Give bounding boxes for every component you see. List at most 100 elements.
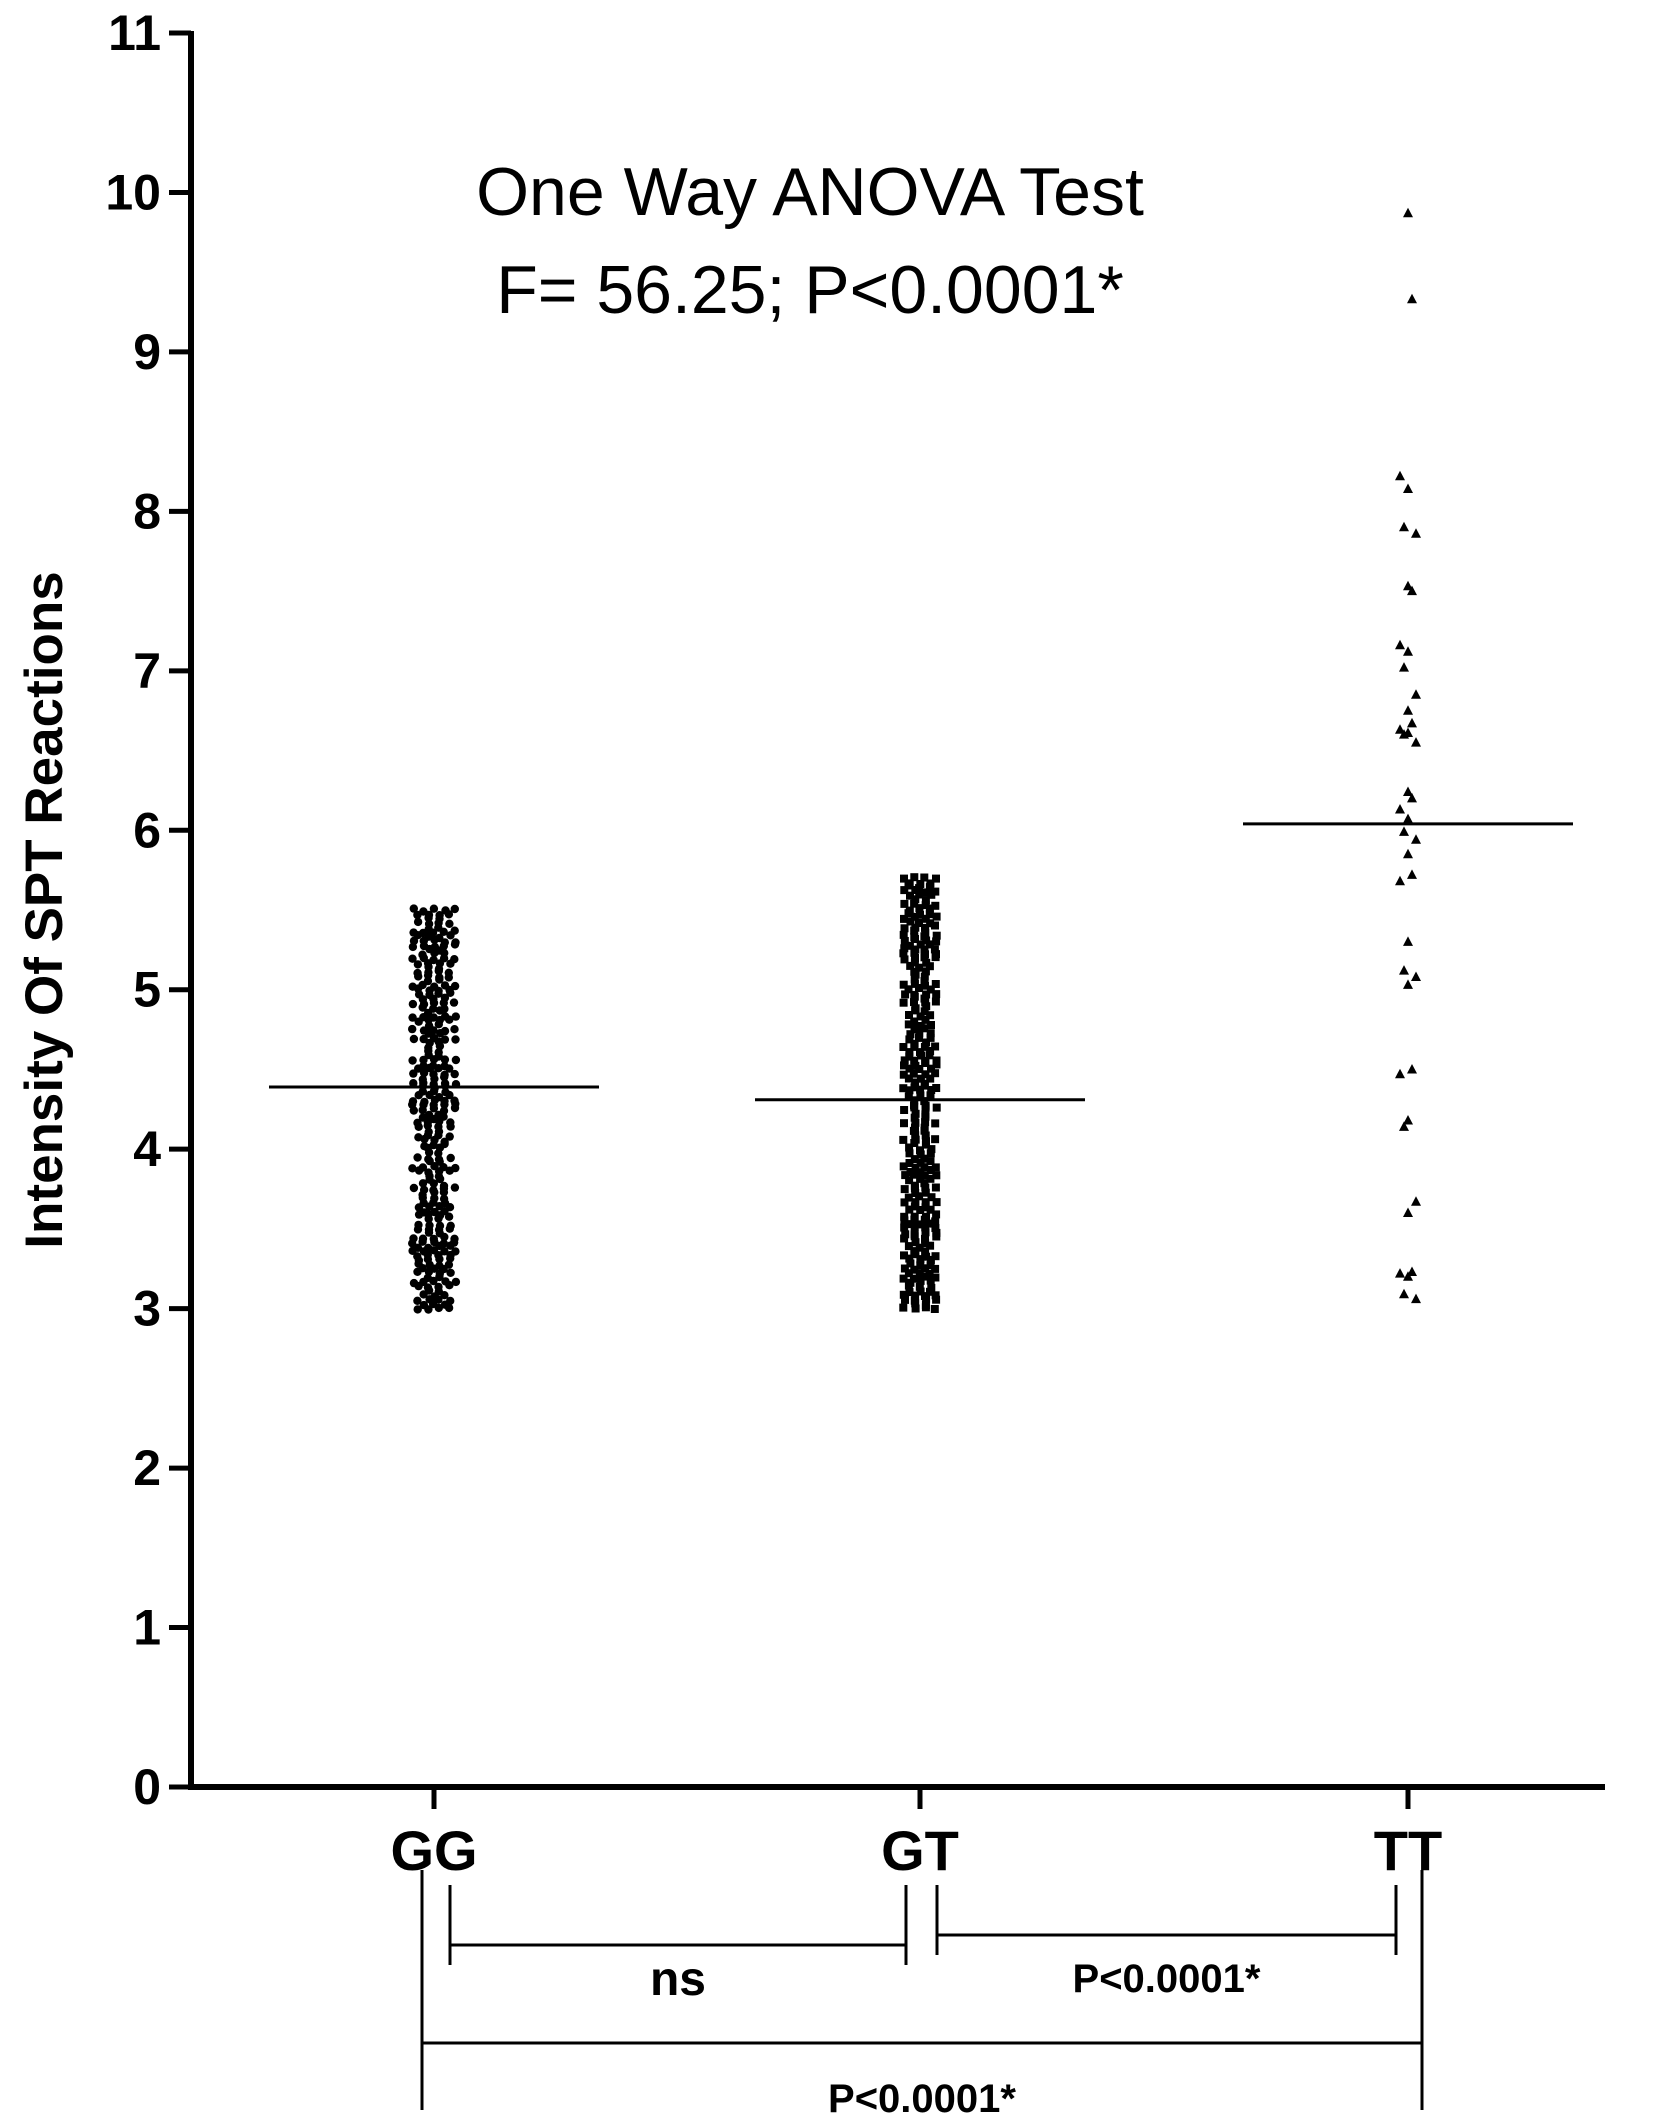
data-point-gg: [408, 1097, 418, 1106]
data-point-tt: [1395, 470, 1405, 481]
data-point-gt: [926, 1241, 935, 1250]
data-point-gt: [926, 1174, 935, 1183]
data-point-tt: [1403, 1115, 1413, 1125]
data-point-gt: [910, 912, 919, 921]
data-point-gg: [413, 917, 423, 927]
data-point-gt: [915, 1029, 924, 1038]
data-point-gt: [899, 1070, 908, 1079]
data-point-gg: [439, 1239, 448, 1248]
data-point-gt: [910, 873, 919, 882]
data-point-gg: [408, 1013, 417, 1022]
data-point-gt: [932, 1056, 941, 1065]
data-point-gg: [413, 1243, 423, 1253]
data-point-tt: [1395, 724, 1405, 734]
data-point-gg: [414, 1133, 423, 1142]
data-point-gt: [916, 1085, 925, 1094]
data-point-gg: [451, 1012, 460, 1021]
data-point-gt: [899, 1303, 908, 1312]
data-point-gg: [440, 981, 450, 990]
data-point-gt: [931, 1252, 940, 1261]
data-point-gt: [932, 931, 941, 940]
data-point-gt: [901, 1171, 910, 1180]
data-point-gg: [441, 1012, 450, 1021]
data-point-gt: [906, 891, 914, 900]
data-point-gt: [921, 1203, 930, 1212]
data-point-tt: [1403, 979, 1413, 989]
data-point-gt: [905, 1205, 914, 1214]
data-point-gg: [444, 968, 453, 977]
data-point-tt: [1411, 689, 1421, 699]
data-point-gt: [915, 1269, 924, 1278]
data-point-gt: [899, 1043, 908, 1051]
data-point-gt: [906, 1030, 915, 1039]
data-point-gt: [910, 933, 919, 942]
comparison-brackets: ns P<0.0001* P<0.0001*: [420, 1870, 1424, 2117]
data-point-gt: [921, 1198, 930, 1207]
data-point-gg: [446, 1118, 455, 1127]
data-point-gt: [900, 1119, 908, 1128]
data-point-gt: [910, 1083, 919, 1092]
y-tick-label: 7: [133, 643, 161, 699]
data-point-gg: [413, 1118, 422, 1128]
data-point-gt: [921, 950, 929, 959]
data-point-gt: [926, 1255, 935, 1264]
y-tick-label: 8: [133, 483, 161, 539]
data-point-gg: [446, 1221, 455, 1231]
data-point-gt: [931, 1135, 940, 1144]
data-point-tt: [1411, 1196, 1421, 1206]
data-point-gt: [921, 1223, 930, 1232]
data-point-gt: [922, 1038, 931, 1047]
data-point-gt: [926, 1033, 935, 1042]
data-point-gt: [900, 1251, 908, 1260]
data-point-gt: [927, 1086, 936, 1094]
data-point-gt: [900, 1061, 908, 1070]
data-point-tt: [1395, 875, 1405, 886]
data-point-gt: [921, 1118, 930, 1127]
data-point-gt: [927, 1064, 935, 1073]
data-point-gt: [915, 984, 923, 992]
data-point-gg: [428, 1061, 438, 1071]
data-point-gt: [905, 1159, 914, 1167]
data-point-gg: [408, 1164, 417, 1173]
data-point-gt: [900, 1234, 909, 1243]
data-point-gt: [927, 1145, 936, 1154]
data-point-gg: [424, 1168, 433, 1177]
data-point-gt: [921, 1183, 930, 1192]
data-point-tt: [1411, 737, 1421, 747]
y-tick-label: 6: [133, 802, 161, 858]
data-point-gt: [916, 1276, 925, 1285]
data-point-gg: [420, 1097, 429, 1107]
data-point-gg: [445, 1132, 454, 1141]
data-point-gt: [920, 888, 929, 897]
data-point-gt: [904, 1074, 913, 1083]
data-point-gt: [899, 930, 908, 939]
data-point-gg: [440, 1137, 449, 1147]
data-point-gt: [926, 1219, 935, 1228]
data-point-gt: [910, 1017, 919, 1026]
data-point-tt: [1395, 639, 1405, 650]
data-point-gt: [910, 958, 919, 967]
bracket-label: P<0.0001*: [1073, 1957, 1261, 2001]
data-point-gg: [419, 907, 428, 916]
data-point-gt: [921, 1070, 930, 1079]
data-point-gt: [900, 1056, 909, 1065]
data-point-gt: [916, 1012, 925, 1021]
data-point-gg: [430, 1194, 439, 1203]
data-point-gt: [916, 1255, 925, 1264]
data-point-gt: [905, 1149, 914, 1158]
data-point-gt: [911, 1291, 920, 1300]
data-point-gg: [435, 1261, 444, 1271]
data-point-tt: [1403, 705, 1413, 715]
data-point-gt: [910, 967, 919, 976]
data-point-gt: [909, 1069, 918, 1078]
data-point-gt: [900, 937, 909, 945]
data-point-gt: [900, 955, 909, 964]
data-point-gg: [418, 950, 427, 959]
data-point-gt: [916, 1158, 925, 1167]
data-point-gt: [921, 1131, 930, 1140]
data-point-gt: [921, 1015, 930, 1024]
data-points: [408, 207, 1421, 1314]
data-point-gt: [905, 906, 914, 915]
data-point-gt: [911, 1078, 920, 1087]
data-point-tt: [1395, 1268, 1405, 1278]
